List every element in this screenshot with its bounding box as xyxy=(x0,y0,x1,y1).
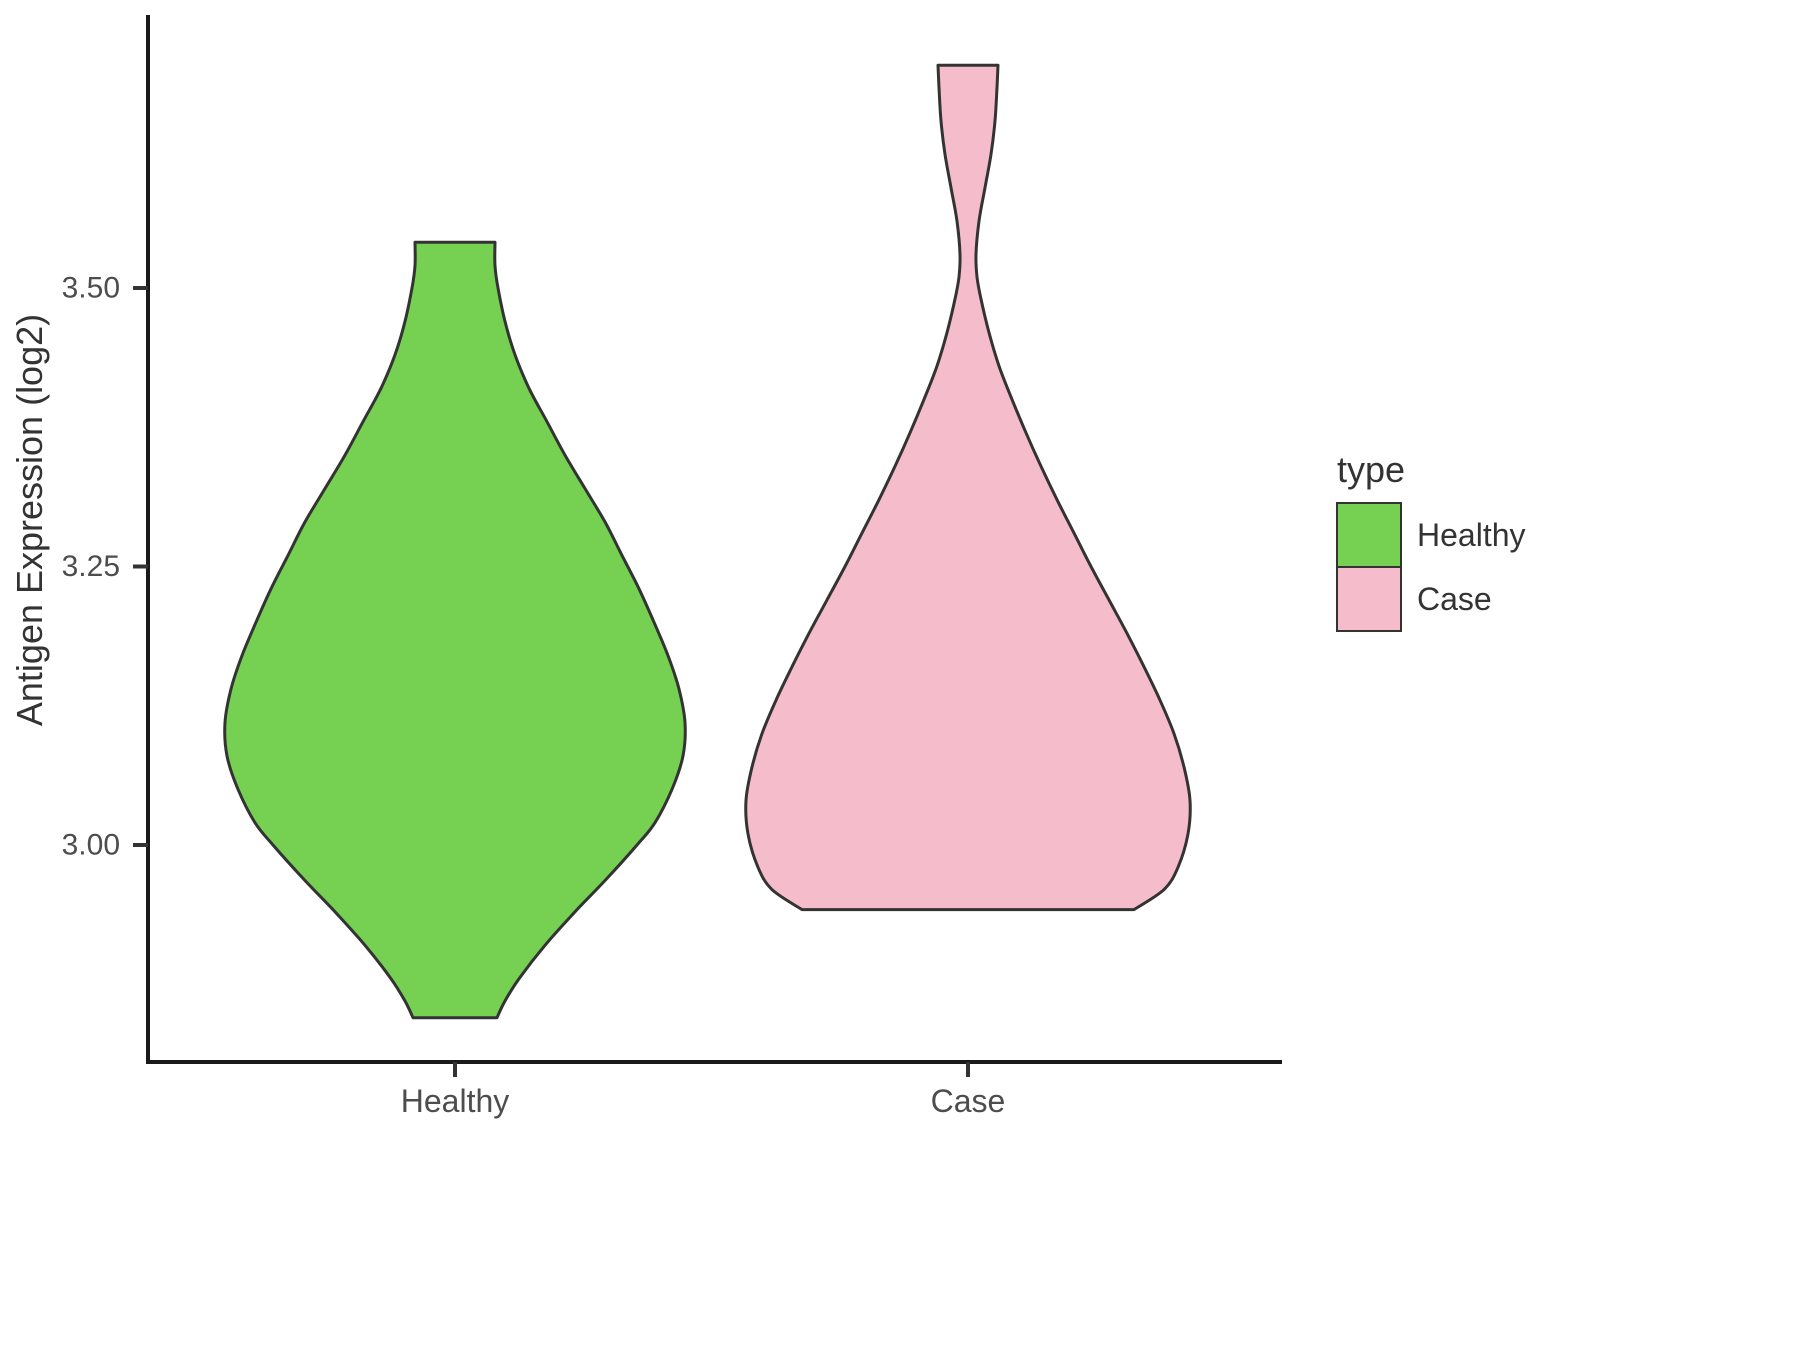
x-category-label-case: Case xyxy=(931,1083,1006,1119)
legend-label-healthy: Healthy xyxy=(1417,517,1526,553)
legend: type Healthy Case xyxy=(1336,449,1526,632)
violin-healthy xyxy=(223,240,687,1020)
y-axis-title: Antigen Expression (log2) xyxy=(9,314,50,726)
y-tick-label: 3.50 xyxy=(62,272,120,305)
violins-group xyxy=(223,63,1192,1020)
legend-title: type xyxy=(1337,449,1405,490)
legend-entries: Healthy Case xyxy=(1336,502,1526,632)
legend-key-case xyxy=(1336,566,1402,632)
x-axis-ticks: Healthy Case xyxy=(401,1062,1006,1119)
legend-key-healthy xyxy=(1336,502,1402,568)
violin-case xyxy=(744,63,1192,912)
y-tick-label: 3.25 xyxy=(62,550,120,583)
y-axis-ticks: 3.00 3.25 3.50 xyxy=(62,272,148,862)
x-category-label-healthy: Healthy xyxy=(401,1083,510,1119)
y-tick-label: 3.00 xyxy=(62,829,120,862)
legend-label-case: Case xyxy=(1417,581,1492,617)
